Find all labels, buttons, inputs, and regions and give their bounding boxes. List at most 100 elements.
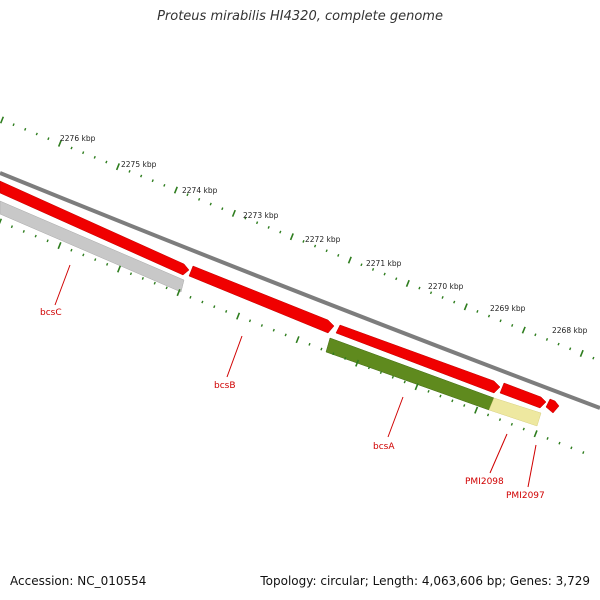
tick-mark <box>173 186 178 194</box>
tick-mark <box>405 279 410 287</box>
tick-mark <box>498 418 502 422</box>
gene-bcsA-forward[interactable] <box>335 324 501 394</box>
tick-mark <box>201 300 204 304</box>
tick-mark <box>355 359 360 367</box>
tick-mark <box>414 383 419 391</box>
tick-mark <box>360 263 363 267</box>
tick-mark <box>451 399 454 403</box>
tick-mark <box>533 430 538 438</box>
tick-mark <box>244 216 247 220</box>
scale-label: 2276 kbp <box>60 134 96 143</box>
tick-mark <box>260 324 263 327</box>
tick-mark <box>279 230 282 234</box>
gene-labels: bcsC bcsB bcsA PMI2098 PMI2097 <box>40 308 545 501</box>
tick-mark <box>427 389 430 393</box>
tick-mark <box>395 277 398 281</box>
scale-label: 2269 kbp <box>490 304 526 313</box>
tick-mark <box>153 281 156 285</box>
gene-pmi2098-forward[interactable] <box>499 382 547 409</box>
tick-mark <box>295 336 300 344</box>
tick-mark <box>176 289 181 297</box>
tick-mark <box>267 225 270 229</box>
gene-bcsB-forward[interactable] <box>188 265 335 334</box>
tick-mark <box>499 319 502 323</box>
tick-mark <box>582 451 585 454</box>
tick-mark <box>579 349 584 358</box>
tick-mark <box>46 239 49 243</box>
tick-mark <box>255 221 259 225</box>
genome-stats-text: Topology: circular; Length: 4,063,606 bp… <box>260 574 590 588</box>
tick-mark <box>0 218 3 225</box>
tick-mark <box>57 241 62 250</box>
tick-mark <box>106 262 109 266</box>
tick-mark <box>545 338 549 341</box>
gene-label-bcsB[interactable]: bcsB <box>214 381 236 391</box>
map-title: Proteus mirabilis HI4320, complete genom… <box>157 9 443 24</box>
gene-label-bcsA[interactable]: bcsA <box>373 442 395 452</box>
tick-mark <box>24 127 27 131</box>
genome-backbone <box>0 171 600 410</box>
gene-pmi2098[interactable] <box>488 397 542 427</box>
gene-label-PMI2097[interactable]: PMI2097 <box>506 491 545 501</box>
tick-mark <box>439 394 442 398</box>
tick-mark <box>429 291 433 295</box>
tick-mark <box>320 347 323 351</box>
tick-mark <box>487 314 491 318</box>
gene-bcsC-forward[interactable] <box>0 180 190 276</box>
tick-mark <box>344 357 347 360</box>
tick-mark <box>441 296 444 299</box>
scale-label: 2272 kbp <box>305 235 341 244</box>
tick-mark <box>10 225 14 229</box>
tick-mark <box>186 193 189 197</box>
tick-mark <box>117 265 122 273</box>
tick-mark <box>391 375 394 379</box>
tick-mark <box>22 229 25 233</box>
gene-label-PMI2098[interactable]: PMI2098 <box>465 477 504 487</box>
tick-mark <box>332 352 335 356</box>
label-leaders <box>54 264 537 488</box>
tick-mark <box>82 253 85 257</box>
tick-mark <box>209 202 212 206</box>
scale-label: 2274 kbp <box>182 186 218 195</box>
tick-mark <box>337 253 340 257</box>
scale-label: 2268 kbp <box>552 326 588 335</box>
tick-mark <box>486 413 490 417</box>
tick-mark <box>57 139 63 147</box>
tick-mark <box>463 404 466 407</box>
tick-mark <box>105 160 108 164</box>
tick-mark <box>367 366 371 370</box>
tick-mark <box>383 272 386 276</box>
tick-mark <box>474 406 479 414</box>
tick-mark <box>165 286 168 290</box>
gene-pmi2097-forward[interactable] <box>545 398 560 414</box>
scale-labels: 2276 kbp 2275 kbp 2274 kbp 2273 kbp 2272… <box>60 134 588 335</box>
scale-label: 2273 kbp <box>243 211 279 220</box>
tick-mark <box>248 319 252 323</box>
tick-mark <box>592 356 595 360</box>
tick-mark <box>140 174 143 178</box>
tick-mark <box>289 233 294 241</box>
tick-mark <box>213 305 216 309</box>
tick-mark <box>231 209 236 217</box>
reverse-strand-genes <box>0 200 542 427</box>
scale-label: 2270 kbp <box>428 282 464 291</box>
tick-mark <box>522 427 525 431</box>
tick-mark <box>302 239 305 243</box>
gene-bcsC[interactable] <box>0 200 185 293</box>
tick-mark <box>70 248 73 252</box>
tick-mark <box>221 207 224 211</box>
tick-mark <box>521 326 526 334</box>
tick-mark <box>70 146 73 150</box>
tick-mark <box>546 437 549 440</box>
outer-tick-ring <box>0 116 595 360</box>
leader-PMI2098 <box>489 433 508 474</box>
tick-mark <box>284 333 287 337</box>
scale-label: 2271 kbp <box>366 259 402 268</box>
tick-mark <box>403 380 406 384</box>
tick-mark <box>12 123 15 127</box>
leader-bcsA <box>387 396 404 438</box>
gene-label-bcsC[interactable]: bcsC <box>40 308 62 318</box>
tick-mark <box>141 277 144 280</box>
tick-mark <box>463 303 468 311</box>
tick-mark <box>129 272 133 276</box>
